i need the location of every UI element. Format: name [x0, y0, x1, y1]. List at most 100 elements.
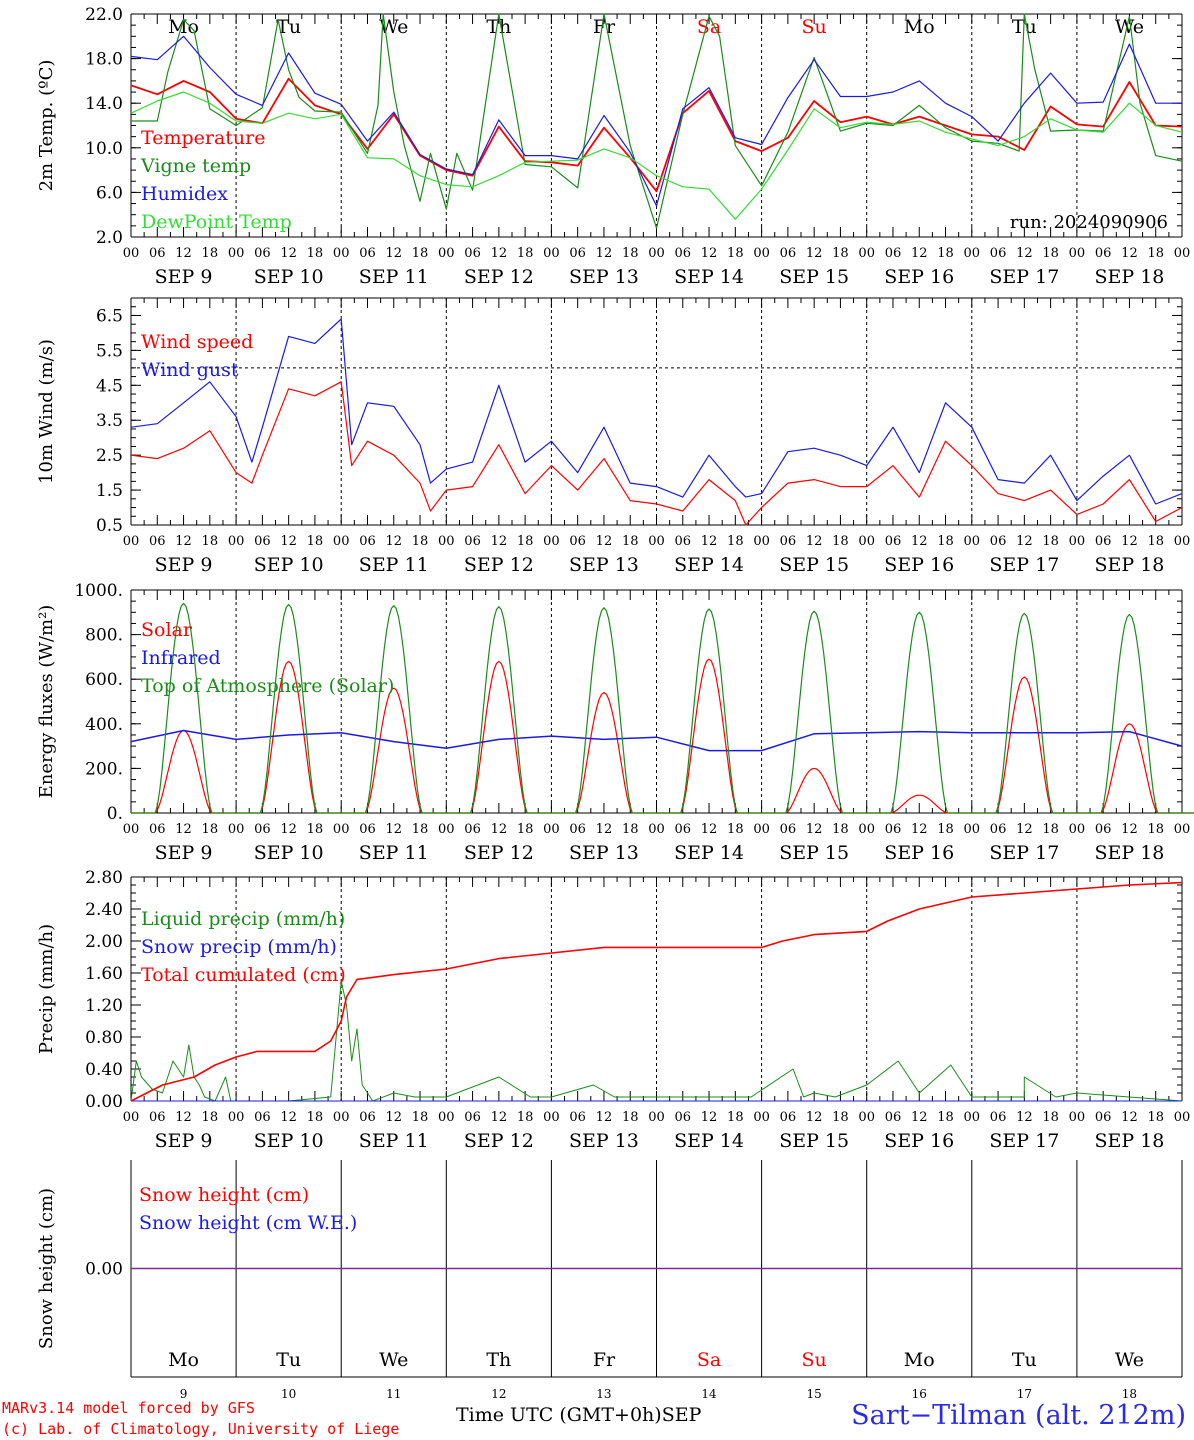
hour-tick-label: 12 — [491, 246, 508, 261]
hour-tick-label: 12 — [385, 822, 402, 837]
hour-tick-label: 12 — [596, 534, 613, 549]
date-label: SEP 18 — [1095, 1130, 1165, 1152]
hour-tick-label: 00 — [333, 534, 350, 549]
hour-tick-label: 12 — [1016, 246, 1033, 261]
y-tick-label: 1.60 — [85, 964, 123, 984]
bottom-day-number: 12 — [491, 1387, 506, 1401]
hour-tick-label: 00 — [858, 822, 875, 837]
hour-tick-label: 18 — [412, 246, 429, 261]
legend-precip-3: Total cumulated (cm) — [141, 964, 346, 986]
panel-2: 10m Wind (m/s) 0.5 1.5 2.5 3.5 4.5 5.5 6.5 00 06 1… — [36, 297, 1191, 576]
hour-tick-label: 12 — [911, 1110, 928, 1125]
date-label: SEP 11 — [359, 554, 429, 576]
y-tick-label: 1000. — [74, 581, 123, 601]
legend-snow-1: Snow height (cm) — [139, 1184, 309, 1206]
date-label: SEP 15 — [779, 1130, 849, 1152]
hour-tick-label: 00 — [123, 1110, 140, 1125]
hour-tick-label: 00 — [858, 246, 875, 261]
date-label: SEP 13 — [569, 554, 639, 576]
hour-tick-label: 00 — [123, 534, 140, 549]
hour-tick-label: 18 — [1042, 1110, 1059, 1125]
date-label: SEP 15 — [779, 266, 849, 288]
y-axis-label: Snow height (cm) — [36, 1188, 57, 1349]
date-label: SEP 14 — [674, 266, 744, 288]
hour-tick-label: 00 — [858, 534, 875, 549]
hour-tick-label: 06 — [254, 534, 271, 549]
hour-tick-label: 12 — [806, 822, 823, 837]
hour-tick-label: 00 — [1174, 534, 1191, 549]
date-label: SEP 12 — [464, 842, 534, 864]
hour-tick-label: 12 — [280, 534, 297, 549]
y-tick-label: 800. — [85, 626, 123, 646]
hour-tick-label: 12 — [701, 534, 718, 549]
hour-tick-label: 06 — [885, 1110, 902, 1125]
bottom-day-number: 13 — [596, 1387, 611, 1401]
bottom-day-name: Mo — [904, 1349, 935, 1371]
y-tick-label: 2.5 — [96, 446, 123, 466]
hour-tick-label: 18 — [202, 1110, 219, 1125]
y-axis-label: 10m Wind (m/s) — [36, 339, 57, 484]
legend-wind-1: Wind speed — [141, 331, 253, 353]
hour-tick-label: 06 — [885, 822, 902, 837]
hour-tick-label: 00 — [123, 822, 140, 837]
hour-tick-label: 12 — [280, 822, 297, 837]
hour-tick-label: 12 — [596, 1110, 613, 1125]
date-label: SEP 17 — [989, 1130, 1059, 1152]
footer-model-credit: MARv3.14 model forced by GFS — [2, 1399, 255, 1417]
run-label: run: 2024090906 — [1010, 212, 1168, 233]
hour-tick-label: 06 — [359, 246, 376, 261]
hour-tick-label: 00 — [543, 246, 560, 261]
date-label: SEP 9 — [155, 1130, 213, 1152]
legend-wind-2: Wind gust — [141, 359, 239, 381]
hour-tick-label: 06 — [1095, 822, 1112, 837]
hour-tick-label: 00 — [648, 822, 665, 837]
day-name: Mo — [168, 16, 199, 38]
bottom-day-number: 16 — [912, 1387, 927, 1401]
series-dewpoint-temp — [130, 91, 1183, 220]
y-tick-label: 0.00 — [85, 1092, 123, 1112]
hour-tick-label: 12 — [385, 246, 402, 261]
hour-tick-label: 18 — [307, 246, 324, 261]
hour-tick-label: 18 — [622, 1110, 639, 1125]
hour-tick-label: 18 — [622, 822, 639, 837]
series-vigne-temp — [131, 13, 1183, 229]
bottom-day-number: 11 — [386, 1387, 401, 1401]
bottom-day-number: 15 — [807, 1387, 822, 1401]
hour-tick-label: 00 — [1069, 246, 1086, 261]
y-tick-label: 0.5 — [96, 516, 123, 536]
hour-tick-label: 06 — [675, 1110, 692, 1125]
y-tick-label: 5.5 — [96, 341, 123, 361]
y-tick-label: 0.40 — [85, 1060, 123, 1080]
hour-tick-label: 18 — [307, 534, 324, 549]
date-label: SEP 11 — [359, 1130, 429, 1152]
y-tick-label: 6.5 — [96, 306, 123, 326]
y-tick-label: 600. — [85, 670, 123, 690]
day-name: Tu — [276, 16, 301, 38]
hour-tick-label: 06 — [780, 822, 797, 837]
date-label: SEP 11 — [359, 266, 429, 288]
y-tick-label: 400. — [85, 715, 123, 735]
hour-tick-label: 18 — [1147, 1110, 1164, 1125]
hour-tick-label: 12 — [1121, 246, 1138, 261]
hour-tick-label: 18 — [307, 822, 324, 837]
y-tick-label: 1.5 — [96, 481, 123, 501]
hour-tick-label: 06 — [780, 1110, 797, 1125]
hour-tick-label: 12 — [1121, 534, 1138, 549]
hour-tick-label: 06 — [359, 1110, 376, 1125]
y-tick-label: 14.0 — [85, 94, 123, 114]
hour-tick-label: 06 — [675, 822, 692, 837]
hour-tick-label: 06 — [359, 822, 376, 837]
bottom-day-name: Fr — [593, 1349, 616, 1371]
y-tick-label: 3.5 — [96, 411, 123, 431]
legend-energy-1: Solar — [141, 619, 193, 641]
bottom-day-name: Tu — [1012, 1349, 1037, 1371]
hour-tick-label: 00 — [228, 1110, 245, 1125]
hour-tick-label: 18 — [1042, 822, 1059, 837]
date-label: SEP 16 — [884, 266, 954, 288]
legend-snow-2: Snow height (cm W.E.) — [139, 1212, 357, 1234]
date-label: SEP 13 — [569, 842, 639, 864]
hour-tick-label: 06 — [1095, 246, 1112, 261]
hour-tick-label: 12 — [806, 534, 823, 549]
hour-tick-label: 06 — [1095, 1110, 1112, 1125]
